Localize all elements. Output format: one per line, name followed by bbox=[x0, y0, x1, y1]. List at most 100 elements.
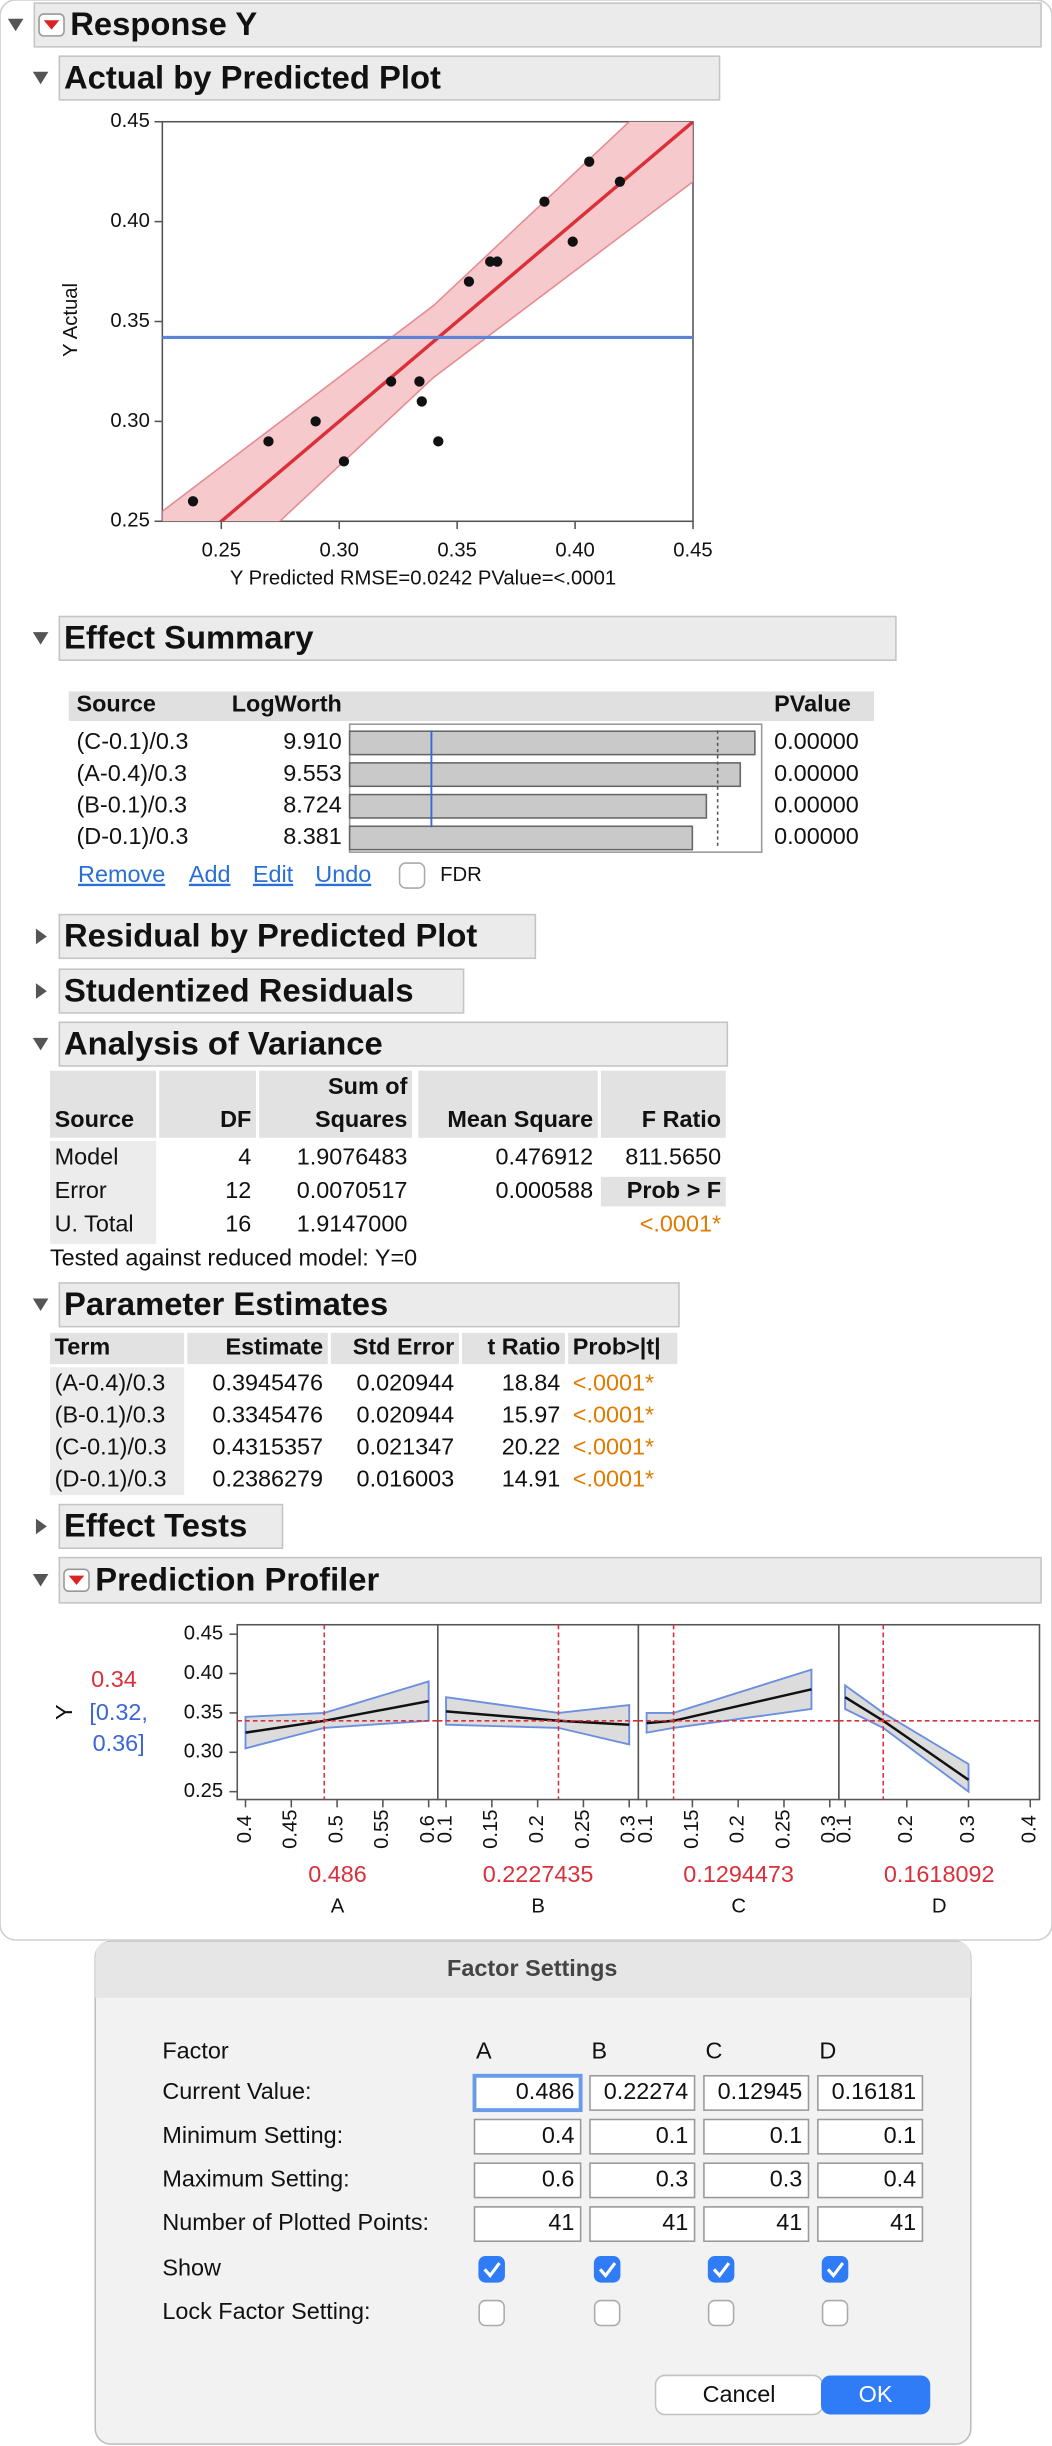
y-axis-label: Y bbox=[51, 1704, 77, 1720]
table-cell: <.0001* bbox=[573, 1466, 654, 1492]
y-tick-label: 0.30 bbox=[184, 1741, 223, 1763]
factor-name: A bbox=[331, 1896, 345, 1918]
text-field[interactable] bbox=[589, 2075, 696, 2111]
section-header bbox=[58, 1021, 729, 1067]
table-cell: 0.021347 bbox=[357, 1434, 455, 1460]
column-header: D bbox=[819, 2038, 836, 2064]
disclosure-triangle[interactable] bbox=[32, 71, 49, 85]
disclosure-triangle[interactable] bbox=[32, 1574, 49, 1587]
text-field[interactable] bbox=[473, 2206, 582, 2243]
data-point bbox=[338, 456, 350, 467]
text-field[interactable] bbox=[817, 2162, 924, 2199]
field-value: 0.3 bbox=[656, 2166, 689, 2192]
table-cell: 16 bbox=[225, 1210, 251, 1236]
section-title: Response Y bbox=[70, 5, 257, 42]
y-tick-label: 0.25 bbox=[184, 1780, 223, 1802]
lock-checkbox[interactable] bbox=[593, 2299, 621, 2327]
fdr-checkbox[interactable] bbox=[398, 862, 426, 889]
section-header bbox=[58, 1503, 284, 1550]
disclosure-triangle[interactable] bbox=[35, 928, 47, 945]
lock-checkbox[interactable] bbox=[821, 2299, 849, 2327]
table-cell: 0.016003 bbox=[357, 1466, 455, 1492]
data-point bbox=[463, 276, 475, 287]
source-cell: (C-0.1)/0.3 bbox=[77, 728, 189, 754]
section-title: Actual by Predicted Plot bbox=[64, 58, 441, 95]
field-value: 41 bbox=[548, 2209, 574, 2235]
table-cell: (D-0.1)/0.3 bbox=[55, 1466, 167, 1492]
x-tick-label: 0.3 bbox=[618, 1815, 640, 1843]
table-cell: <.0001* bbox=[573, 1434, 654, 1460]
table-header-bg bbox=[49, 1332, 185, 1365]
action-link[interactable]: Edit bbox=[253, 861, 294, 887]
text-field[interactable] bbox=[703, 2162, 810, 2199]
x-tick-label: 0.5 bbox=[325, 1815, 347, 1843]
table-cell: 4 bbox=[238, 1143, 251, 1169]
text-field[interactable] bbox=[589, 2118, 696, 2155]
disclosure-triangle[interactable] bbox=[32, 1298, 49, 1312]
section-header bbox=[58, 913, 537, 960]
table-header-bg bbox=[600, 1070, 726, 1138]
y-tick-label: 0.25 bbox=[110, 510, 149, 532]
section-title: Studentized Residuals bbox=[64, 971, 414, 1008]
table-cell: 20.22 bbox=[502, 1434, 561, 1460]
section-title: Prediction Profiler bbox=[95, 1560, 379, 1597]
table-cell: 1.9076483 bbox=[297, 1143, 408, 1169]
table-cell: 12 bbox=[225, 1177, 251, 1203]
x-tick-label: 0.3 bbox=[818, 1815, 840, 1843]
show-checkbox[interactable] bbox=[707, 2256, 735, 2283]
section-header bbox=[58, 1556, 1042, 1604]
check-mark bbox=[598, 2262, 617, 2279]
ok-button[interactable] bbox=[820, 2375, 931, 2415]
field-value: 0.6 bbox=[542, 2166, 575, 2192]
data-point bbox=[187, 496, 199, 507]
current-value: 0.2227435 bbox=[483, 1861, 594, 1887]
disclosure-triangle[interactable] bbox=[35, 983, 47, 999]
table-header: Source bbox=[77, 691, 156, 717]
field-value: 0.16181 bbox=[832, 2078, 917, 2104]
text-field[interactable] bbox=[472, 2073, 583, 2113]
x-tick-label: 0.55 bbox=[371, 1809, 393, 1848]
column-header: B bbox=[592, 2038, 608, 2064]
table-cell: (B-0.1)/0.3 bbox=[55, 1402, 166, 1428]
text-field[interactable] bbox=[589, 2162, 696, 2199]
lock-checkbox[interactable] bbox=[478, 2299, 505, 2327]
text-field[interactable] bbox=[589, 2206, 696, 2243]
table-header: Mean Square bbox=[447, 1106, 593, 1132]
disclosure-triangle[interactable] bbox=[35, 1518, 47, 1535]
table-cell: Error bbox=[55, 1177, 107, 1203]
disclosure-triangle[interactable] bbox=[32, 632, 49, 645]
text-field[interactable] bbox=[817, 2118, 924, 2155]
table-header: Term bbox=[55, 1334, 111, 1360]
x-tick-label: 0.25 bbox=[572, 1809, 594, 1848]
logworth-bar bbox=[348, 730, 756, 756]
action-link[interactable]: Undo bbox=[315, 861, 371, 887]
text-field[interactable] bbox=[473, 2162, 582, 2199]
x-tick-label: 0.45 bbox=[673, 539, 712, 561]
show-checkbox[interactable] bbox=[593, 2256, 621, 2283]
logworth-bar bbox=[348, 793, 708, 819]
lock-checkbox[interactable] bbox=[707, 2299, 735, 2327]
action-link[interactable]: Add bbox=[189, 861, 231, 887]
show-checkbox[interactable] bbox=[478, 2256, 505, 2283]
section-title: Analysis of Variance bbox=[64, 1024, 383, 1061]
table-cell: 14.91 bbox=[502, 1466, 561, 1492]
action-link[interactable]: Remove bbox=[78, 861, 165, 887]
pvalue-cell: 0.00000 bbox=[774, 728, 859, 754]
text-field[interactable] bbox=[703, 2075, 810, 2111]
x-tick-label: 0.40 bbox=[555, 539, 594, 561]
text-field[interactable] bbox=[817, 2075, 924, 2111]
disclosure-triangle[interactable] bbox=[32, 1037, 49, 1051]
text-field[interactable] bbox=[473, 2118, 582, 2155]
text-field[interactable] bbox=[703, 2118, 810, 2155]
confidence-interval: 0.36] bbox=[93, 1730, 145, 1756]
data-point bbox=[539, 196, 550, 207]
disclosure-triangle[interactable] bbox=[7, 18, 24, 32]
table-cell: 0.4315357 bbox=[212, 1434, 323, 1460]
text-field[interactable] bbox=[817, 2206, 924, 2243]
logworth-cell: 9.553 bbox=[283, 760, 342, 786]
data-point bbox=[433, 436, 444, 447]
text-field[interactable] bbox=[703, 2206, 810, 2243]
y-tick-label: 0.45 bbox=[110, 110, 149, 132]
show-checkbox[interactable] bbox=[821, 2256, 849, 2283]
